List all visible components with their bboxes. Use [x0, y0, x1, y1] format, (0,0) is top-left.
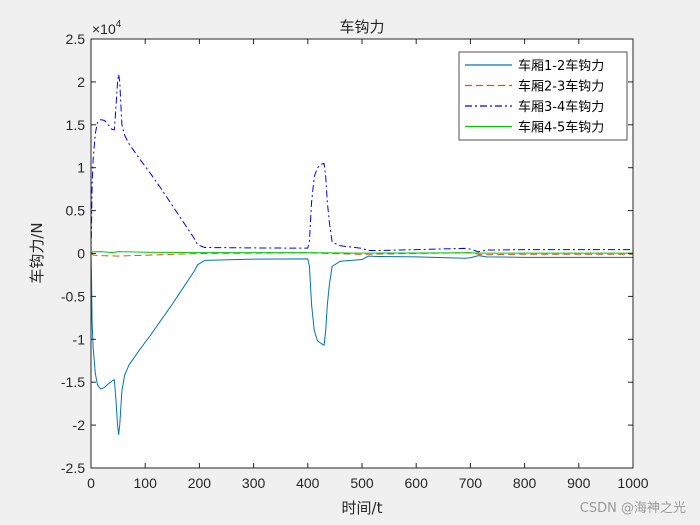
x-tick-label: 900 [567, 475, 591, 491]
legend-label-1: 车厢1-2车钩力 [518, 58, 604, 74]
x-tick-label: 100 [134, 475, 158, 491]
x-tick-label: 1000 [617, 475, 648, 491]
y-tick-label: -2 [73, 417, 86, 433]
x-ticks: 0 100 200 300 400 500 600 700 800 900 1000 [87, 39, 649, 491]
y-ticks: -2.5 -2 -1.5 -1 -0.5 0 0.5 1 1.5 2 2.5 [61, 31, 633, 476]
x-tick-label: 800 [513, 475, 537, 491]
x-axis-label: 时间/t [342, 499, 383, 517]
legend-box [458, 51, 628, 141]
y-axis-label: 车钩力/N [28, 222, 46, 283]
legend-label-3: 车厢3-4车钩力 [518, 99, 604, 115]
series-layer [90, 73, 633, 436]
x-tick-label: 0 [87, 475, 95, 491]
x-tick-label: 600 [405, 475, 429, 491]
y-tick-label: 2.5 [66, 31, 86, 47]
series-line-4 [90, 251, 633, 254]
y-tick-label: -0.5 [61, 288, 85, 304]
y-tick-label: 0.5 [66, 203, 86, 219]
legend-label-2: 车厢2-3车钩力 [518, 79, 604, 95]
x-tick-label: 700 [459, 475, 483, 491]
legend-label-4: 车厢4-5车钩力 [518, 120, 604, 136]
x-tick-label: 300 [242, 475, 266, 491]
series-line-3 [90, 73, 633, 254]
y-tick-label: 0 [77, 246, 85, 262]
watermark: CSDN @海神之光 [580, 501, 686, 516]
y-tick-label: -2.5 [61, 460, 85, 476]
chart-title: 车钩力 [339, 18, 384, 36]
y-tick-label: -1.5 [61, 374, 85, 390]
series-line-1 [90, 253, 633, 436]
y-tick-label: 1.5 [66, 117, 86, 133]
x-tick-label: 500 [350, 475, 374, 491]
y-tick-label: -1 [73, 331, 86, 347]
y-exponent-label: ×104 [92, 19, 122, 37]
y-tick-label: 1 [77, 160, 85, 176]
y-tick-label: 2 [77, 74, 85, 90]
x-tick-label: 400 [296, 475, 320, 491]
series-line-2 [90, 252, 633, 257]
x-tick-label: 200 [188, 475, 212, 491]
